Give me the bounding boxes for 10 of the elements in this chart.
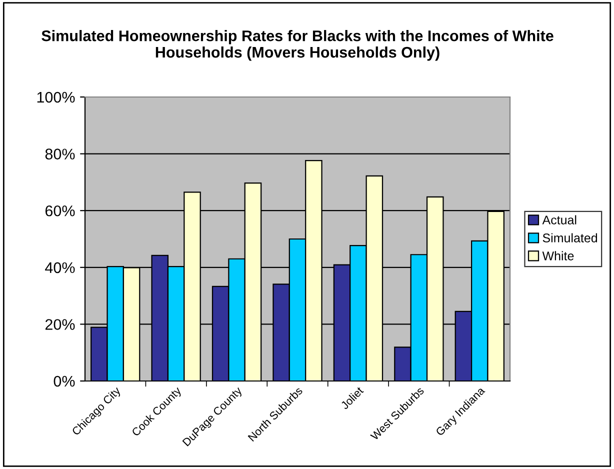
y-tick-label: 0% [54,376,75,387]
chart-title: Simulated Homeownership Rates for Blacks with the Incomes of White Households (Movers Households Only) [42,30,554,61]
y-tick-label: 20% [45,319,75,330]
y-tick-label: 60% [45,205,75,216]
y-tick-label: 80% [45,148,75,160]
legend-label: Simulated [542,233,598,242]
legend-label: White [542,251,574,260]
y-tick-label: 40% [45,262,75,274]
y-tick-label: 100% [37,92,75,103]
legend-label: Actual [542,215,576,224]
